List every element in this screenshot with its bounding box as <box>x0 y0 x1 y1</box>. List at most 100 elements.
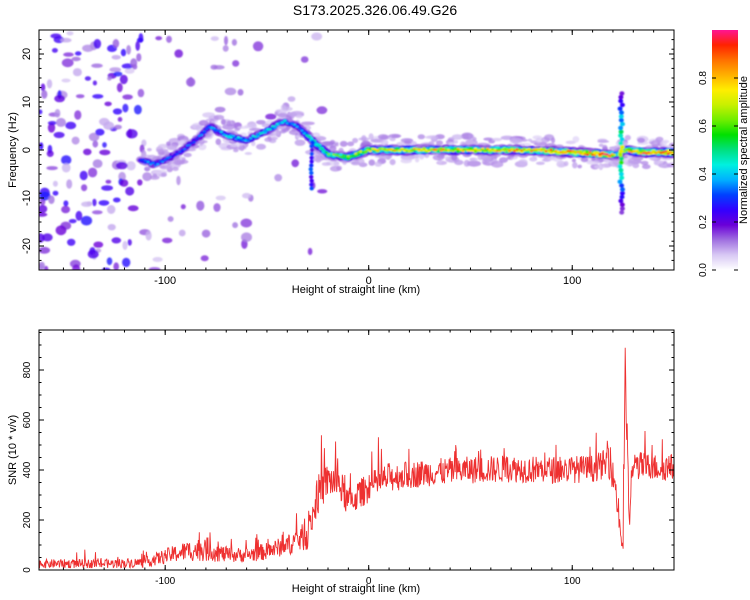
spectrogram-burst-cell <box>620 187 625 192</box>
spectrogram-haze-cell <box>361 135 367 142</box>
spectrogram-haze-cell <box>565 140 576 145</box>
spectrogram-noise-cell <box>124 68 135 74</box>
spectrogram-burst-cell <box>619 206 625 211</box>
spectrogram-noise-cell <box>55 225 67 236</box>
spectrogram-ridge-cell <box>173 153 177 156</box>
spectrogram-ridge-cell <box>564 151 568 154</box>
snr-x-tick-label: 100 <box>564 576 581 587</box>
snr-x-label: Height of straight line (km) <box>292 583 420 595</box>
spectrogram-noise-cell <box>242 192 252 199</box>
spectrogram-burst-cell <box>619 191 625 196</box>
spectrogram-noise-cell <box>201 229 211 238</box>
spectrogram-ridge-cell <box>451 150 455 153</box>
spectrogram-noise-cell <box>39 109 43 115</box>
spectrogram-ridge-cell <box>481 147 485 150</box>
spectrogram-ridge-cell <box>556 150 560 153</box>
spectrogram-haze-cell <box>300 121 315 126</box>
spectrogram-haze-cell <box>233 149 239 153</box>
snr-y-label: SNR (10 * v/v) <box>7 415 19 485</box>
spectrogram-ridge-cell <box>473 147 477 150</box>
spectrogram-ridge-cell <box>188 144 192 147</box>
spectrogram-ridge-cell <box>461 150 465 153</box>
spectrogram-noise-cell <box>130 58 138 68</box>
spectrogram-ridge-cell <box>647 151 651 154</box>
spectrogram-noise-cell <box>80 215 93 226</box>
spectrogram-ridge-cell <box>542 148 546 152</box>
spectrogram-ridge-cell <box>210 126 214 129</box>
spectrogram-ridge-cell <box>637 151 641 154</box>
spectrogram-noise-cell <box>46 79 53 89</box>
spectrogram-haze-cell <box>339 140 348 147</box>
spectrogram-haze-cell <box>454 159 464 166</box>
spectrogram-ridge-cell <box>539 149 543 152</box>
spectrogram-noise-cell <box>92 80 97 86</box>
spectrogram-haze-cell <box>637 137 645 143</box>
snr-y-tick-label: 400 <box>22 461 33 478</box>
spectrogram-noise-cell <box>72 264 81 270</box>
spectrogram-ridge-cell <box>603 153 607 156</box>
spectrogram-noise-cell <box>47 123 56 133</box>
spectrogram-haze-cell <box>444 155 450 160</box>
spectrogram-noise-cell <box>99 149 111 156</box>
spectrogram-noise-cell <box>39 246 51 254</box>
spectrogram-noise-cell <box>63 52 74 57</box>
spectrogram-ridge-cell <box>158 160 162 163</box>
spectrogram-noise-cell <box>213 203 221 212</box>
spectrogram-ridge-cell <box>571 149 575 153</box>
spectrogram-ridge-cell <box>420 148 424 151</box>
spectrogram-ridge-cell <box>425 149 428 152</box>
spectrogram-haze-cell <box>374 161 382 167</box>
spectrogram-ridge-cell <box>184 145 190 150</box>
spectrogram-noise-cell <box>83 148 92 156</box>
spectrogram-ridge-cell <box>493 148 497 152</box>
spectrogram-ridge-cell <box>552 151 555 154</box>
spectrogram-noise-cell <box>210 36 219 41</box>
spectrogram-ridge-cell <box>642 151 646 155</box>
spectrogram-noise-cell <box>176 175 181 186</box>
spectrogram-haze-cell <box>572 136 580 143</box>
spectrogram-ridge-cell <box>378 147 382 150</box>
spectrogram-ridge-cell <box>219 130 223 133</box>
spectrogram-noise-cell <box>81 184 88 192</box>
spectrogram-ridge-cell <box>207 125 211 129</box>
spectrogram-haze-cell <box>321 162 331 166</box>
spectrogram-noise-cell <box>162 237 173 244</box>
spectrogram-noise-cell <box>113 71 123 77</box>
spectrogram-noise-cell <box>95 128 105 136</box>
spectrogram-haze-cell <box>556 160 566 168</box>
spectrogram-noise-cell <box>84 76 91 81</box>
spectrogram-noise-cell <box>200 255 209 262</box>
spectrogram-noise-cell <box>71 136 80 145</box>
spectrogram-haze-cell <box>199 139 204 147</box>
spectrogram-noise-cell <box>274 174 283 182</box>
spectrogram-ridge-cell <box>410 150 414 153</box>
spectrogram-burst-cell <box>618 148 624 154</box>
spectrogram-streak-cell <box>309 174 314 179</box>
spectrogram-noise-cell <box>237 89 244 96</box>
spectrogram-streak-cell <box>309 178 314 183</box>
spectrogram-noise-cell <box>107 205 116 214</box>
spectrogram-noise-cell <box>137 88 145 98</box>
colorbar-tick-label: 0.8 <box>698 71 709 85</box>
spectrogram-burst-cell <box>618 133 624 138</box>
spectrogram-haze-cell <box>544 134 555 141</box>
spectrogram-ridge-cell <box>630 151 634 154</box>
spectrogram-noise-cell <box>222 45 229 52</box>
spectrogram-haze-cell <box>409 155 420 159</box>
spectrogram-haze-cell <box>144 166 151 172</box>
spectrogram-haze-cell <box>627 157 642 165</box>
spectrogram-noise-cell <box>214 106 226 113</box>
spectrogram-noise-cell <box>126 45 131 55</box>
snr-y-tick-label: 800 <box>22 361 33 378</box>
spectrogram-ridge-cell <box>532 148 536 151</box>
spectrogram-burst-cell <box>618 168 624 173</box>
spectrogram-noise-cell <box>311 32 323 41</box>
spectrogram-noise-cell <box>81 201 93 207</box>
spectrogram-noise-cell <box>120 48 127 57</box>
spectrogram-haze-cell <box>226 120 231 127</box>
spectrogram-noise-cell <box>119 74 128 85</box>
spectrogram-ridge-cell <box>429 147 433 150</box>
spectrogram-haze-cell <box>572 162 578 169</box>
spectrogram-x-tick-label: 0 <box>366 275 372 287</box>
